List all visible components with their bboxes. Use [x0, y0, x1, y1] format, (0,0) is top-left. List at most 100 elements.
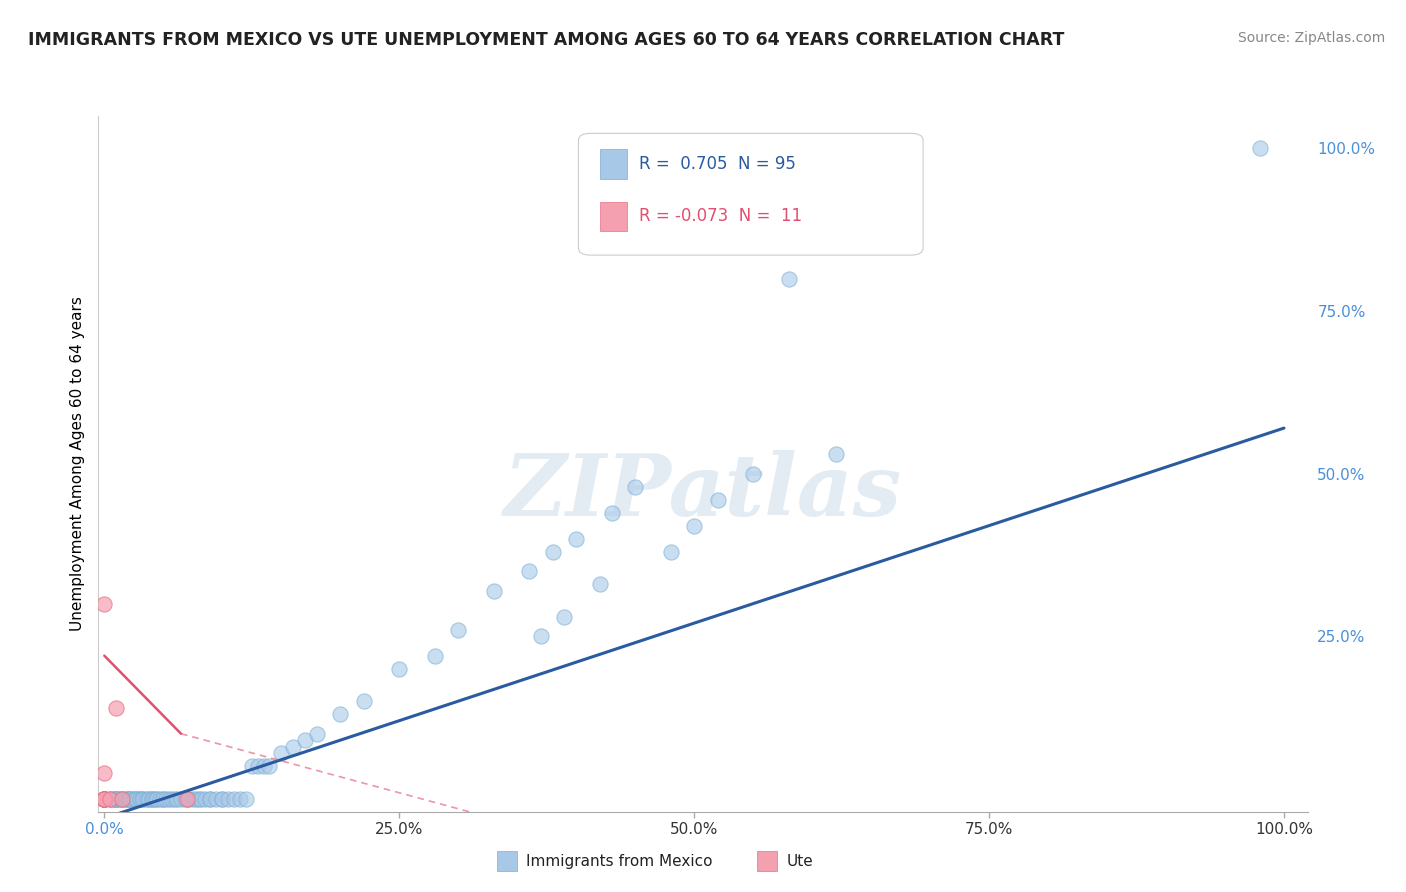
Point: [155, 791, 177, 805]
Point: [211, 791, 233, 805]
Point: [120, 791, 142, 805]
Point: [353, 694, 375, 708]
Point: [157, 791, 180, 805]
Point: [138, 791, 160, 805]
Point: [93, 791, 115, 805]
Point: [98, 791, 121, 805]
Point: [240, 759, 263, 773]
Point: [589, 577, 612, 591]
Point: [118, 791, 141, 805]
Bar: [758, 851, 776, 871]
Bar: [498, 851, 517, 871]
Point: [141, 791, 163, 805]
Point: [105, 791, 128, 805]
Point: [166, 791, 188, 805]
Point: [305, 727, 328, 741]
Point: [176, 791, 198, 805]
Point: [93, 597, 115, 611]
Point: [105, 700, 128, 714]
Point: [683, 518, 706, 533]
Point: [624, 480, 647, 494]
Point: [93, 791, 115, 805]
Point: [423, 648, 446, 663]
Point: [136, 791, 159, 805]
Point: [165, 791, 187, 805]
Point: [294, 733, 316, 747]
Point: [93, 791, 115, 805]
Point: [105, 791, 128, 805]
Text: IMMIGRANTS FROM MEXICO VS UTE UNEMPLOYMENT AMONG AGES 60 TO 64 YEARS CORRELATION: IMMIGRANTS FROM MEXICO VS UTE UNEMPLOYME…: [28, 31, 1064, 49]
Point: [108, 791, 131, 805]
Point: [125, 791, 148, 805]
Point: [179, 791, 201, 805]
Point: [600, 506, 623, 520]
Point: [517, 564, 540, 578]
Point: [93, 791, 115, 805]
Text: R =  0.705  N = 95: R = 0.705 N = 95: [638, 155, 796, 173]
Point: [145, 791, 167, 805]
Point: [122, 791, 145, 805]
Point: [173, 791, 195, 805]
Point: [114, 791, 136, 805]
Point: [176, 791, 198, 805]
Point: [217, 791, 239, 805]
Point: [103, 791, 125, 805]
Point: [235, 791, 257, 805]
Point: [93, 791, 115, 805]
Point: [93, 791, 115, 805]
Point: [111, 791, 134, 805]
Point: [93, 791, 115, 805]
Point: [211, 791, 233, 805]
Point: [131, 791, 153, 805]
Point: [482, 583, 505, 598]
Point: [270, 746, 292, 760]
Point: [447, 623, 470, 637]
Point: [222, 791, 245, 805]
Bar: [600, 202, 627, 231]
Point: [1249, 141, 1271, 155]
Point: [553, 609, 575, 624]
Point: [93, 791, 115, 805]
Point: [160, 791, 183, 805]
Text: Immigrants from Mexico: Immigrants from Mexico: [526, 854, 713, 869]
Point: [181, 791, 204, 805]
Point: [565, 532, 588, 546]
Point: [135, 791, 157, 805]
Point: [111, 791, 134, 805]
Point: [93, 765, 115, 780]
Point: [152, 791, 174, 805]
Point: [93, 791, 115, 805]
Point: [149, 791, 172, 805]
Point: [329, 707, 352, 722]
Point: [105, 791, 128, 805]
Point: [117, 791, 139, 805]
Point: [229, 791, 252, 805]
Point: [128, 791, 150, 805]
Point: [170, 791, 193, 805]
Point: [541, 544, 564, 558]
Point: [132, 791, 155, 805]
Point: [146, 791, 169, 805]
Point: [259, 759, 281, 773]
Point: [659, 544, 682, 558]
Point: [127, 791, 149, 805]
Point: [117, 791, 139, 805]
Point: [281, 739, 304, 754]
Point: [187, 791, 209, 805]
Point: [122, 791, 145, 805]
Point: [101, 791, 124, 805]
Bar: [600, 149, 627, 178]
Point: [186, 791, 208, 805]
Point: [128, 791, 150, 805]
Point: [200, 791, 222, 805]
Point: [93, 791, 115, 805]
Point: [246, 759, 269, 773]
Point: [98, 791, 121, 805]
Text: R = -0.073  N =  11: R = -0.073 N = 11: [638, 207, 801, 225]
Point: [107, 791, 129, 805]
Point: [120, 791, 142, 805]
Point: [742, 467, 765, 481]
Point: [105, 791, 128, 805]
Point: [112, 791, 135, 805]
Point: [388, 662, 411, 676]
